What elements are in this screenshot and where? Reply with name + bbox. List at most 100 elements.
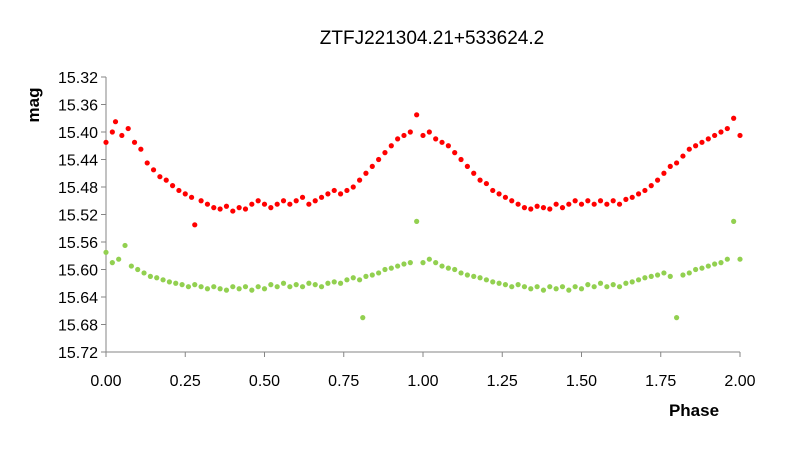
data-point	[109, 129, 115, 135]
data-point	[131, 139, 138, 145]
data-point	[325, 191, 331, 197]
data-point	[648, 273, 654, 279]
data-point	[357, 277, 363, 283]
data-point	[528, 206, 534, 212]
data-point	[661, 170, 667, 176]
data-point	[509, 284, 515, 290]
data-point	[255, 284, 261, 290]
data-point	[198, 284, 204, 290]
y-tick-label: 15.64	[58, 290, 98, 307]
data-point	[382, 150, 388, 156]
y-tick-label: 15.40	[58, 125, 98, 142]
data-point	[242, 206, 249, 212]
data-point	[540, 287, 547, 293]
data-point	[420, 260, 426, 266]
data-point	[452, 266, 458, 273]
data-point	[445, 143, 451, 149]
plot-frame	[105, 77, 740, 353]
data-point	[420, 132, 426, 139]
series-1	[103, 112, 743, 228]
x-tick-label: 1.50	[566, 373, 597, 390]
data-point	[604, 201, 610, 207]
data-point	[699, 265, 705, 271]
data-point	[154, 275, 160, 281]
data-point	[731, 115, 737, 121]
data-point	[674, 160, 680, 166]
data-point	[337, 280, 344, 286]
data-point	[648, 183, 654, 189]
data-point	[566, 287, 572, 293]
data-point	[274, 284, 280, 290]
data-point	[182, 191, 188, 197]
x-tick-label: 2.00	[724, 373, 755, 390]
data-point	[515, 201, 521, 207]
data-point	[376, 156, 382, 163]
data-point	[119, 132, 125, 139]
y-tick-label: 15.52	[58, 208, 98, 225]
data-point	[705, 263, 711, 269]
data-point	[331, 187, 337, 194]
data-point	[236, 286, 242, 292]
data-point	[591, 284, 597, 290]
data-point	[445, 265, 451, 271]
data-point	[686, 146, 692, 152]
data-point	[388, 143, 394, 149]
data-point	[382, 266, 388, 273]
data-point	[597, 198, 604, 204]
data-point	[268, 205, 274, 211]
data-point	[204, 201, 211, 207]
data-point	[401, 261, 407, 267]
data-point	[623, 280, 629, 286]
data-point	[439, 139, 445, 145]
x-tick-label: 0.00	[90, 373, 121, 390]
data-point	[299, 284, 306, 290]
data-point	[112, 119, 119, 125]
data-point	[642, 187, 648, 194]
data-point	[712, 261, 718, 267]
data-point	[616, 201, 623, 207]
data-point	[597, 280, 604, 286]
data-point	[458, 156, 464, 163]
data-point	[718, 129, 724, 135]
x-tick-label: 0.25	[170, 373, 201, 390]
y-tick-label: 15.72	[58, 345, 98, 362]
data-point	[686, 270, 692, 276]
data-point	[395, 136, 401, 142]
data-point	[350, 275, 356, 281]
data-point	[217, 286, 223, 292]
data-point	[306, 201, 312, 207]
data-point	[426, 129, 432, 135]
data-point	[724, 125, 730, 132]
data-point	[122, 242, 128, 249]
data-point	[369, 163, 375, 169]
data-point	[287, 201, 293, 207]
data-point	[559, 205, 566, 211]
data-point	[610, 282, 616, 288]
data-point	[591, 201, 597, 207]
data-point	[534, 284, 540, 290]
data-point	[553, 286, 559, 292]
data-point	[439, 263, 445, 269]
y-tick-label: 15.68	[58, 318, 98, 335]
data-point	[223, 203, 230, 209]
data-point	[572, 284, 578, 290]
data-point	[179, 282, 185, 288]
data-point	[103, 249, 109, 255]
data-point	[693, 266, 699, 273]
data-point	[223, 287, 230, 293]
data-point	[458, 270, 464, 276]
y-axis: 15.32 15.36 15.40 15.44 15.48 15.52 15.56 15.60…	[58, 70, 106, 362]
data-point	[173, 280, 179, 286]
data-point	[217, 206, 223, 212]
data-point	[204, 286, 211, 292]
data-point	[230, 208, 236, 214]
data-point	[477, 275, 483, 281]
data-point	[312, 198, 318, 204]
data-point	[547, 284, 553, 290]
data-point	[642, 275, 648, 281]
data-point	[490, 279, 496, 285]
data-point	[407, 260, 413, 266]
data-point	[141, 270, 147, 276]
data-point	[693, 143, 699, 149]
